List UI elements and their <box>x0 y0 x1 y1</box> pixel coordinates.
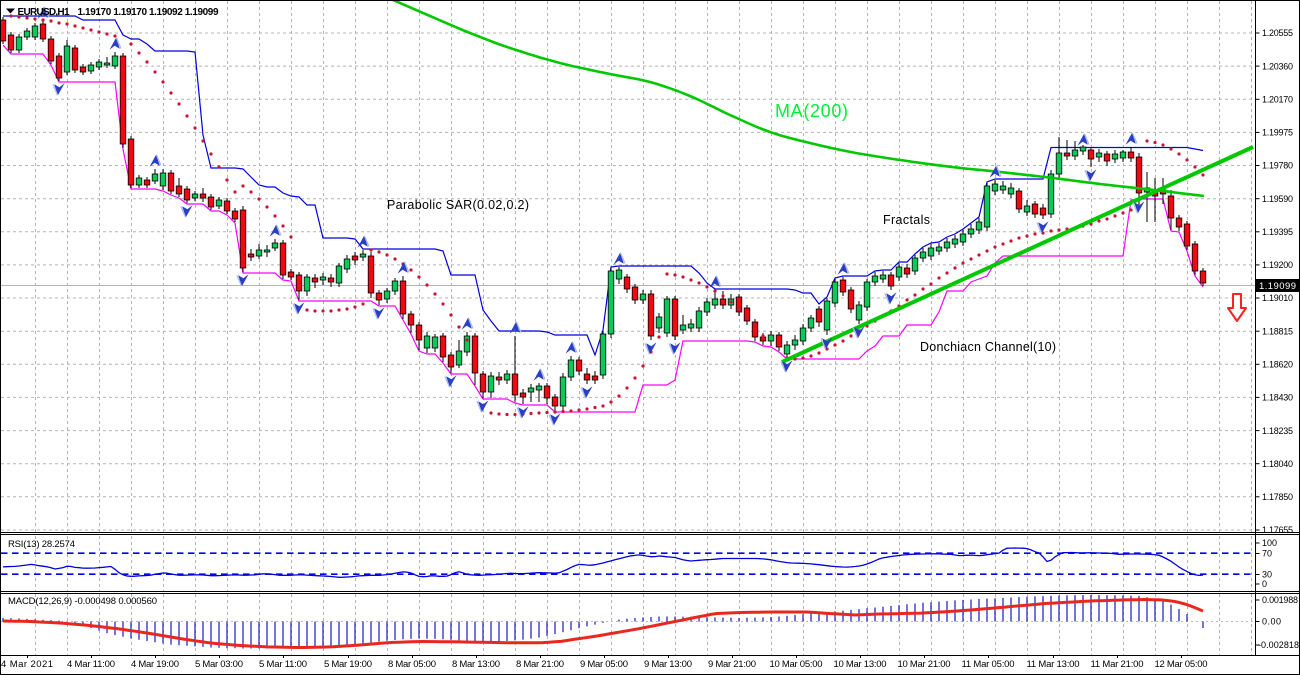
svg-text:4 Mar 11:00: 4 Mar 11:00 <box>67 659 115 670</box>
svg-text:1.19170 1.19170 1.19092 1.1909: 1.19170 1.19170 1.19092 1.19099 <box>78 7 219 18</box>
svg-text:-0.002818: -0.002818 <box>1258 640 1299 650</box>
svg-text:1.19395: 1.19395 <box>1262 227 1293 237</box>
svg-text:1.17655: 1.17655 <box>1262 525 1293 535</box>
svg-text:11 Mar 21:00: 11 Mar 21:00 <box>1091 659 1144 670</box>
svg-text:1.20555: 1.20555 <box>1262 28 1293 38</box>
svg-text:1.18620: 1.18620 <box>1262 360 1293 370</box>
svg-text:100: 100 <box>1262 538 1277 548</box>
svg-text:9 Mar 21:00: 9 Mar 21:00 <box>708 659 756 670</box>
svg-text:1.20170: 1.20170 <box>1262 95 1293 105</box>
svg-text:1.19099: 1.19099 <box>1259 281 1296 292</box>
svg-text:1.19975: 1.19975 <box>1262 128 1293 138</box>
svg-text:1.20360: 1.20360 <box>1262 61 1293 71</box>
svg-text:1.18040: 1.18040 <box>1262 459 1293 469</box>
svg-text:10 Mar 13:00: 10 Mar 13:00 <box>834 659 887 670</box>
svg-text:5 Mar 19:00: 5 Mar 19:00 <box>324 659 372 670</box>
svg-text:Parabolic SAR(0.02,0.2): Parabolic SAR(0.02,0.2) <box>387 198 529 212</box>
svg-text:RSI(13) 28.2574: RSI(13) 28.2574 <box>8 539 75 550</box>
svg-text:4 Mar 19:00: 4 Mar 19:00 <box>131 659 179 670</box>
svg-text:Fractals: Fractals <box>883 213 930 227</box>
svg-text:1.19200: 1.19200 <box>1262 260 1293 270</box>
svg-text:9 Mar 13:00: 9 Mar 13:00 <box>644 659 692 670</box>
svg-text:1.19780: 1.19780 <box>1262 161 1293 171</box>
svg-text:9 Mar 05:00: 9 Mar 05:00 <box>580 659 628 670</box>
svg-text:70: 70 <box>1262 549 1272 559</box>
svg-text:1.18430: 1.18430 <box>1262 393 1293 403</box>
svg-text:8 Mar 13:00: 8 Mar 13:00 <box>452 659 500 670</box>
svg-text:0.00: 0.00 <box>1262 617 1281 627</box>
svg-text:30: 30 <box>1262 570 1272 580</box>
svg-text:0.001988: 0.001988 <box>1262 595 1298 605</box>
svg-text:11 Mar 13:00: 11 Mar 13:00 <box>1027 659 1080 670</box>
svg-text:4 Mar 2021: 4 Mar 2021 <box>1 659 53 670</box>
svg-text:1.19590: 1.19590 <box>1262 194 1293 204</box>
svg-text:10 Mar 05:00: 10 Mar 05:00 <box>770 659 823 670</box>
svg-text:8 Mar 21:00: 8 Mar 21:00 <box>516 659 564 670</box>
svg-text:8 Mar 05:00: 8 Mar 05:00 <box>388 659 436 670</box>
svg-text:11 Mar 05:00: 11 Mar 05:00 <box>962 659 1015 670</box>
svg-text:5 Mar 11:00: 5 Mar 11:00 <box>259 659 307 670</box>
svg-text:10 Mar 21:00: 10 Mar 21:00 <box>898 659 951 670</box>
svg-text:12 Mar 05:00: 12 Mar 05:00 <box>1155 659 1208 670</box>
svg-text:1.17850: 1.17850 <box>1262 492 1293 502</box>
svg-text:EURUSD,H1: EURUSD,H1 <box>18 7 70 18</box>
svg-text:MACD(12,26,9) -0.000498 0.0005: MACD(12,26,9) -0.000498 0.000560 <box>8 596 157 607</box>
svg-text:1.19010: 1.19010 <box>1262 293 1293 303</box>
svg-text:0: 0 <box>1262 579 1267 589</box>
svg-text:1.18815: 1.18815 <box>1262 326 1293 336</box>
svg-text:Donchiacn Channel(10): Donchiacn Channel(10) <box>920 340 1056 354</box>
svg-text:1.18235: 1.18235 <box>1262 426 1293 436</box>
svg-text:5 Mar 03:00: 5 Mar 03:00 <box>195 659 243 670</box>
svg-text:MA(200): MA(200) <box>775 101 848 121</box>
